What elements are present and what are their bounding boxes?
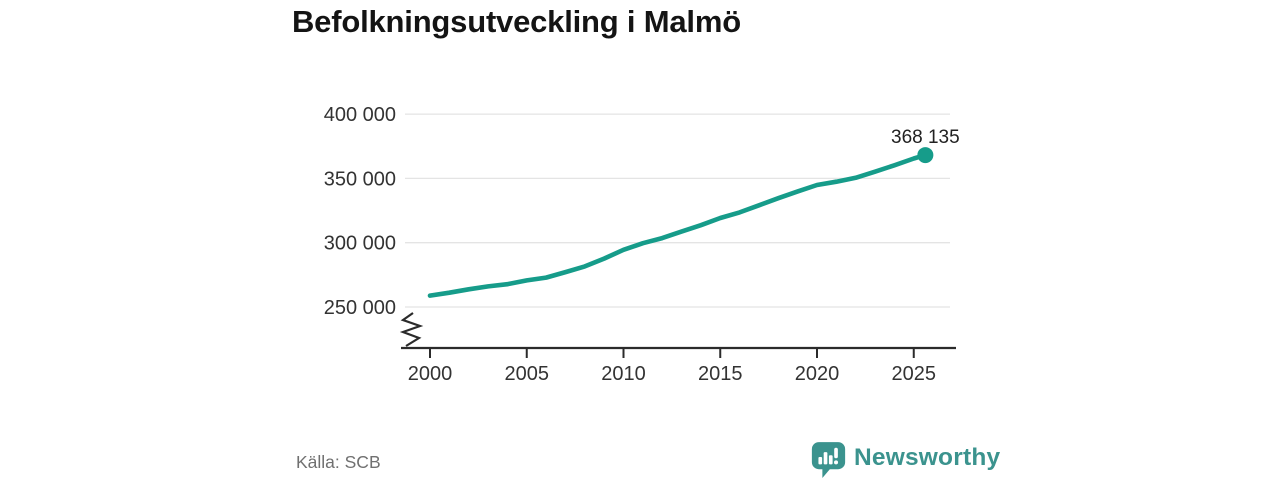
last-point-label: 368 135: [891, 127, 960, 148]
y-tick-label: 400 000: [324, 104, 396, 126]
y-tick-label: 350 000: [324, 168, 396, 190]
x-tick-label: 2020: [795, 363, 840, 385]
y-tick-label: 250 000: [324, 297, 396, 319]
population-line: [427, 152, 928, 298]
x-tick-label: 2000: [408, 363, 453, 385]
chart-title: Befolkningsutveckling i Malmö: [292, 4, 741, 39]
x-tick-label: 2025: [892, 363, 937, 385]
last-point-marker: [917, 147, 934, 164]
x-tick-label: 2010: [601, 363, 646, 385]
brand-name: Newsworthy: [854, 444, 1001, 471]
y-tick-label: 300 000: [324, 233, 396, 255]
newsworthy-logo: Newsworthy: [811, 441, 1000, 479]
x-tick-label: 2005: [505, 363, 550, 385]
newsworthy-bubble-chart-icon: [811, 442, 846, 478]
x-tick-label: 2015: [698, 363, 743, 385]
source-note: Källa: SCB: [296, 452, 381, 472]
axis-break-icon: [399, 312, 424, 347]
